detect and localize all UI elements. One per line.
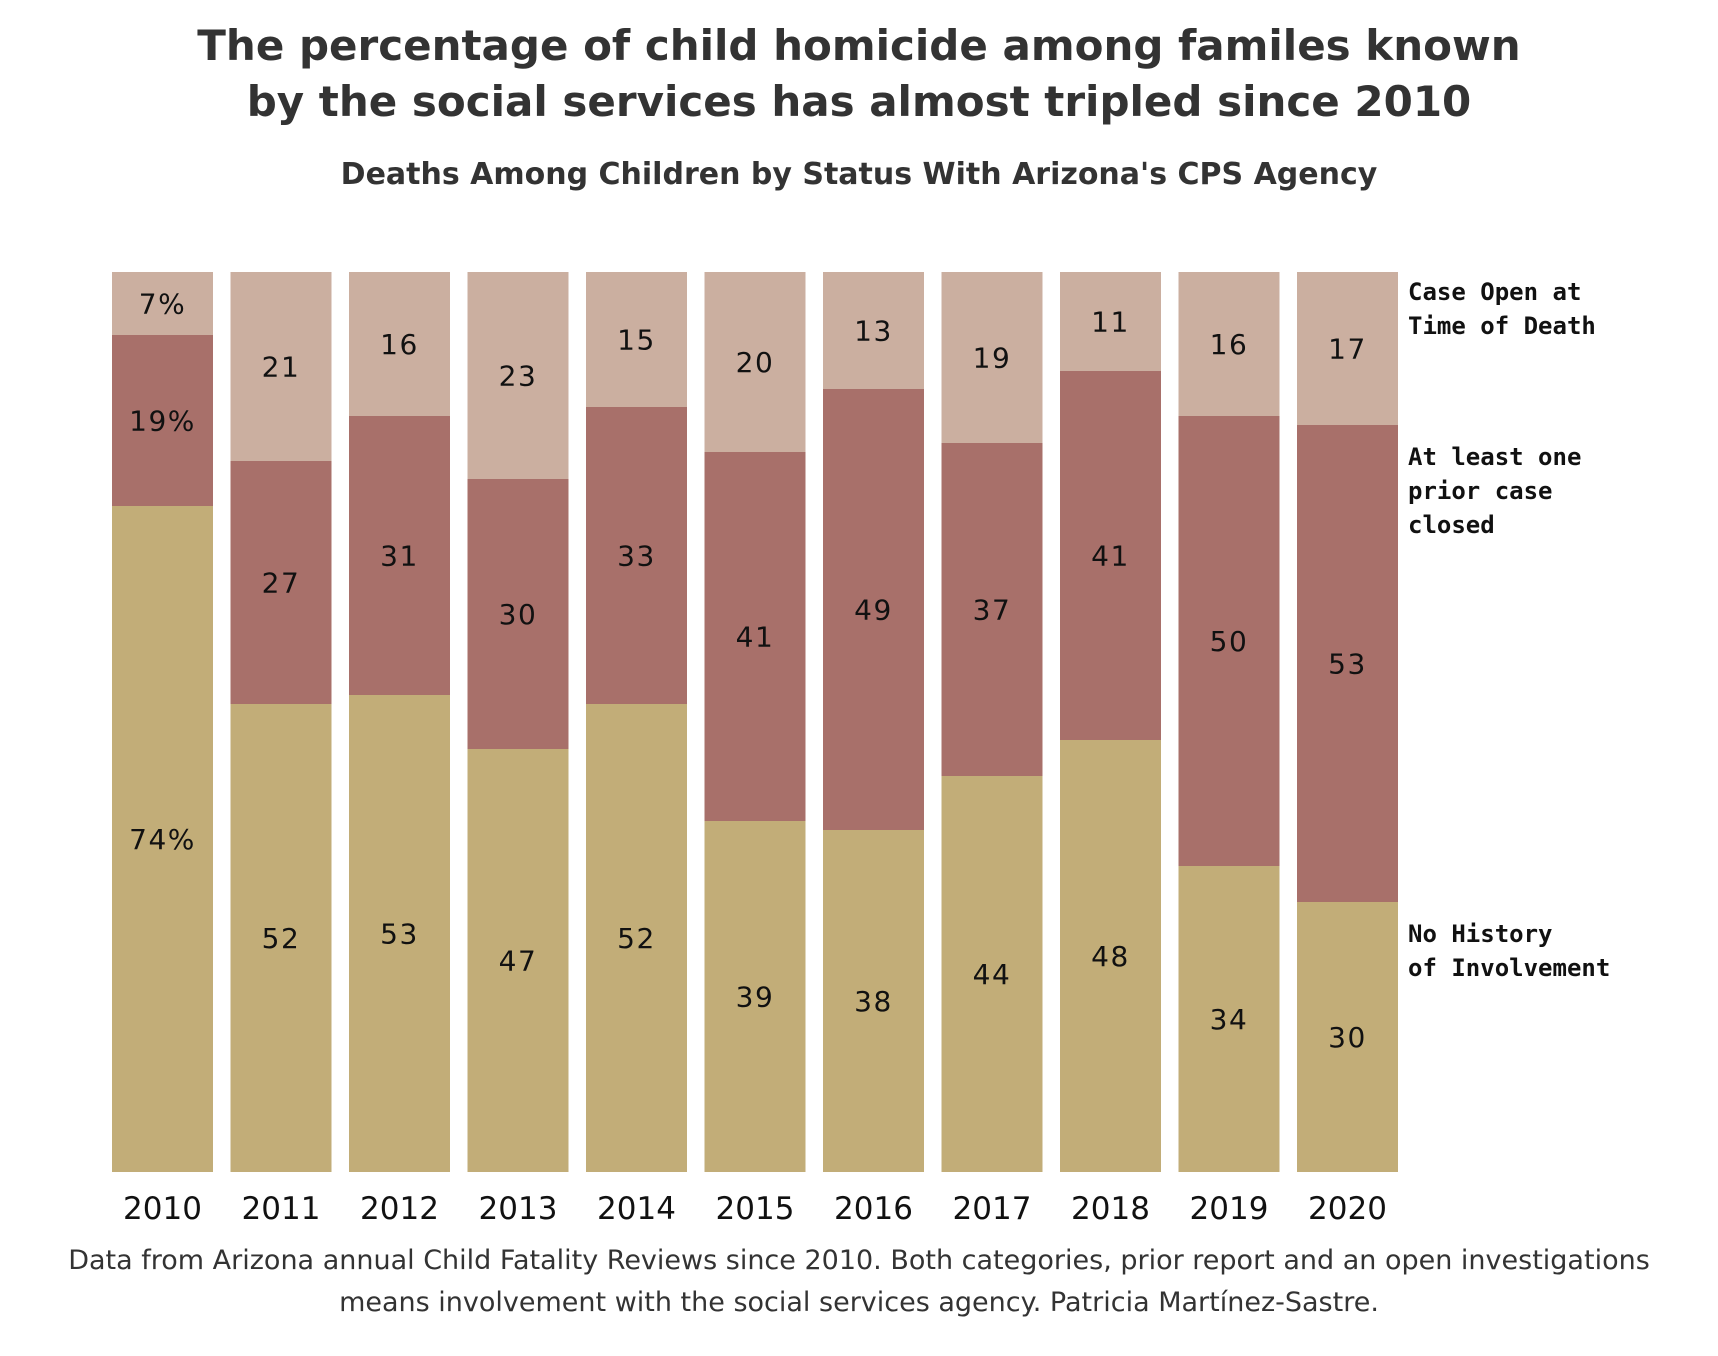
source-note-line-2: means involvement with the social servic…	[339, 1287, 1379, 1318]
bar-segment	[1178, 416, 1280, 866]
x-tick-label: 2019	[1190, 1191, 1269, 1227]
bar-segment	[1060, 272, 1161, 371]
bar-segment	[1297, 425, 1398, 902]
bar-segment	[112, 335, 213, 506]
legend-label: prior case	[1408, 477, 1553, 505]
data-label: 49	[854, 594, 893, 627]
data-label: 48	[1091, 940, 1130, 973]
bar-segment	[941, 776, 1043, 1172]
data-label: 53	[1328, 648, 1367, 681]
bar-segment	[941, 443, 1043, 776]
x-tick-label: 2015	[716, 1191, 795, 1227]
data-label: 38	[854, 985, 893, 1018]
x-tick-label: 2020	[1308, 1191, 1387, 1227]
bar-segment	[586, 407, 687, 704]
bar-segment	[349, 695, 450, 1172]
data-label: 17	[1328, 333, 1367, 366]
legend-label: No History	[1408, 920, 1553, 948]
bar-segment	[1297, 272, 1398, 425]
bar-segment	[586, 272, 687, 407]
data-label: 15	[617, 324, 656, 357]
bar-segment	[823, 272, 924, 389]
bar-segment	[941, 272, 1043, 443]
bar-segment	[467, 272, 569, 479]
bar-segment	[230, 704, 332, 1172]
bar-segment	[1060, 740, 1161, 1172]
bar-segment	[1178, 272, 1280, 416]
bar-segment	[230, 461, 332, 704]
source-note-line-1: Data from Arizona annual Child Fatality …	[68, 1245, 1650, 1276]
data-label: 52	[262, 922, 301, 955]
data-label: 21	[262, 351, 301, 384]
data-label: 74%	[129, 823, 196, 856]
x-tick-label: 2014	[597, 1191, 676, 1227]
data-label: 34	[1210, 1003, 1249, 1036]
data-label: 27	[262, 567, 301, 600]
x-tick-label: 2017	[953, 1191, 1032, 1227]
data-label: 52	[617, 922, 656, 955]
bar-segment	[704, 452, 806, 821]
data-label: 37	[973, 594, 1012, 627]
x-tick-label: 2010	[123, 1191, 202, 1227]
legend-label: closed	[1408, 511, 1495, 539]
data-label: 44	[973, 958, 1012, 991]
bar-segment	[704, 272, 806, 452]
data-label: 53	[380, 918, 419, 951]
x-tick-label: 2012	[360, 1191, 439, 1227]
bar-segment	[704, 821, 806, 1172]
data-label: 19	[973, 342, 1012, 375]
bar-segment	[230, 272, 332, 461]
data-label: 33	[617, 540, 656, 573]
legend-label: Time of Death	[1408, 312, 1596, 340]
legend-label: of Involvement	[1408, 954, 1610, 982]
chart-title-line-1: The percentage of child homicide among f…	[197, 21, 1521, 70]
bar-segment	[1178, 866, 1280, 1172]
bar-segment	[823, 389, 924, 830]
data-label: 13	[854, 315, 893, 348]
data-label: 23	[499, 360, 538, 393]
data-label: 41	[736, 621, 775, 654]
data-label: 30	[499, 598, 538, 631]
bar-segment	[349, 272, 450, 416]
data-label: 39	[736, 981, 775, 1014]
data-label: 30	[1328, 1021, 1367, 1054]
data-label: 47	[499, 945, 538, 978]
bar-segment	[112, 272, 213, 335]
bar-segment	[1060, 371, 1161, 740]
bar-segment	[349, 416, 450, 695]
x-tick-label: 2011	[242, 1191, 321, 1227]
x-tick-label: 2016	[834, 1191, 913, 1227]
data-label: 11	[1091, 306, 1130, 339]
bar-segment	[586, 704, 687, 1172]
legend-label: At least one	[1408, 443, 1581, 471]
bar-segment	[823, 830, 924, 1172]
data-label: 31	[380, 540, 419, 573]
bar-segment	[112, 506, 213, 1172]
data-label: 20	[736, 346, 775, 379]
bar-segment	[467, 749, 569, 1172]
source-note: Data from Arizona annual Child Fatality …	[0, 1240, 1718, 1324]
x-tick-label: 2018	[1071, 1191, 1150, 1227]
x-tick-label: 2013	[479, 1191, 558, 1227]
bar-segment	[1297, 902, 1398, 1172]
bar-segment	[467, 479, 569, 749]
chart-title-line-2: by the social services has almost triple…	[246, 77, 1472, 126]
chart-subtitle: Deaths Among Children by Status With Ari…	[340, 157, 1378, 192]
data-label: 16	[380, 328, 419, 361]
legend-label: Case Open at	[1408, 278, 1581, 306]
data-label: 7%	[139, 288, 186, 321]
data-label: 16	[1210, 328, 1249, 361]
data-label: 50	[1210, 625, 1249, 658]
data-label: 19%	[129, 405, 196, 438]
chart-title: The percentage of child homicide among f…	[0, 18, 1718, 130]
data-label: 41	[1091, 540, 1130, 573]
